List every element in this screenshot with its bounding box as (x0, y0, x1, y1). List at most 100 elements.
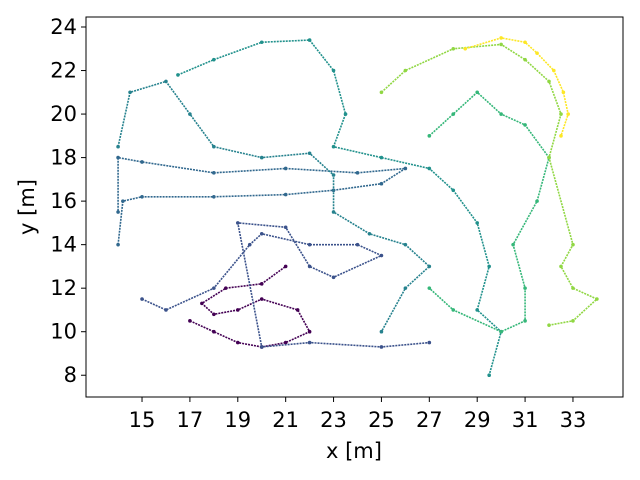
point (140, 297, 144, 301)
point (140, 194, 144, 199)
point (355, 242, 360, 247)
x-tick-label: 19 (224, 408, 251, 432)
point (499, 42, 503, 47)
point (561, 90, 566, 95)
y-tick-label: 10 (50, 320, 77, 344)
point (295, 308, 300, 312)
x-tick-label: 21 (272, 408, 299, 432)
x-tick-label: 33 (560, 408, 587, 432)
x-tick-label: 15 (129, 408, 156, 432)
point (451, 112, 456, 116)
point (559, 264, 563, 269)
trajectory (428, 91, 550, 333)
point (212, 312, 216, 317)
point (307, 329, 312, 334)
point (212, 329, 216, 334)
point (283, 225, 288, 230)
point (451, 308, 456, 312)
trajectory (380, 43, 599, 326)
point (116, 242, 120, 247)
point (212, 194, 216, 199)
point (283, 340, 288, 345)
y-tick-label: 24 (50, 15, 77, 39)
point (259, 345, 264, 349)
point (307, 340, 312, 345)
point (259, 282, 264, 286)
point (475, 90, 479, 95)
point (188, 112, 192, 116)
point (523, 40, 527, 45)
point (571, 286, 575, 290)
point (427, 264, 432, 269)
point (212, 171, 216, 175)
point (140, 160, 144, 164)
point (475, 308, 479, 312)
x-tick-label: 29 (464, 408, 491, 432)
point (463, 46, 468, 51)
point (379, 90, 384, 95)
point (331, 68, 336, 73)
point (331, 210, 336, 214)
point (511, 242, 515, 247)
point (547, 79, 551, 84)
point (307, 242, 312, 247)
point (499, 36, 503, 40)
y-tick-label: 20 (50, 102, 77, 126)
point (523, 123, 527, 127)
point (331, 144, 336, 149)
point (116, 210, 120, 214)
trajectory (117, 156, 406, 245)
trajectory (141, 221, 430, 348)
point (427, 340, 432, 345)
point (307, 38, 312, 42)
point (164, 308, 168, 312)
point (212, 286, 216, 290)
point (595, 297, 599, 301)
x-tick-label: 17 (177, 408, 204, 432)
point (164, 79, 168, 84)
point (283, 264, 288, 269)
point (547, 155, 551, 160)
point (235, 308, 240, 312)
point (355, 171, 360, 175)
point (552, 68, 556, 73)
point (427, 134, 432, 138)
point (283, 166, 288, 171)
point (259, 40, 264, 45)
point (379, 155, 384, 160)
point (566, 112, 570, 116)
x-tick-label: 31 (512, 408, 539, 432)
point (116, 144, 120, 149)
point (403, 242, 408, 247)
y-tick-label: 22 (50, 59, 77, 83)
y-tick-label: 16 (50, 189, 77, 213)
point (523, 57, 527, 62)
point (224, 286, 228, 290)
y-tick-label: 8 (64, 363, 77, 387)
point (403, 166, 408, 171)
point (403, 68, 408, 73)
point (571, 242, 575, 247)
point (331, 275, 336, 280)
point (247, 242, 252, 247)
x-tick-label: 25 (368, 408, 395, 432)
point (379, 345, 384, 349)
point (535, 199, 539, 203)
point (116, 155, 120, 160)
trajectory (189, 265, 311, 348)
point (259, 297, 264, 301)
x-tick-label: 27 (416, 408, 443, 432)
point (200, 301, 204, 306)
point (212, 57, 216, 62)
point (235, 221, 240, 225)
point (535, 51, 539, 55)
point (523, 319, 527, 323)
point (307, 264, 312, 269)
trajectory (464, 37, 570, 137)
point (559, 134, 563, 138)
point (547, 323, 551, 327)
point (403, 286, 408, 290)
plot-frame (85, 16, 624, 398)
y-tick-label: 14 (50, 233, 77, 257)
